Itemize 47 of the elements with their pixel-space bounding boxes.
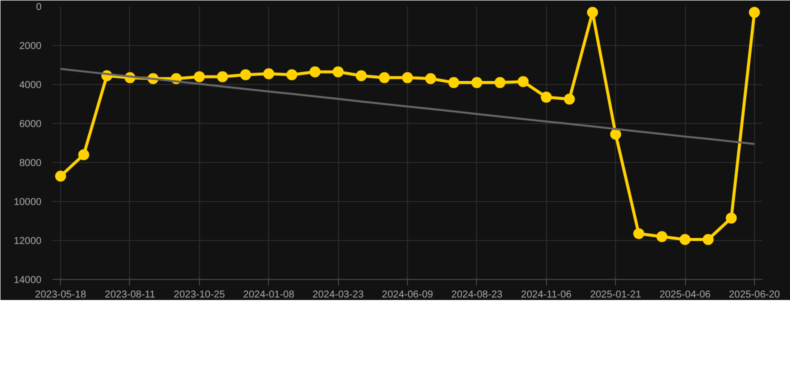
point	[564, 94, 575, 105]
y-tick-label: 2000	[19, 41, 42, 52]
y-tick-label: 4000	[19, 80, 42, 91]
x-tick-label: 2023-10-25	[174, 290, 226, 300]
x-tick-label: 2024-06-09	[382, 290, 434, 300]
point	[332, 66, 344, 78]
y-tick-label: 12000	[14, 236, 42, 247]
x-tick-label: 2024-03-23	[312, 290, 364, 300]
point	[656, 231, 668, 242]
point	[748, 6, 760, 18]
point	[471, 77, 482, 88]
line-series	[60, 68, 756, 145]
point	[702, 234, 714, 246]
x-tick-label: 2024-11-06	[521, 290, 572, 300]
point	[540, 92, 552, 103]
point	[518, 76, 529, 88]
x-tick-label: 2025-06-20	[728, 290, 780, 300]
y-tick-label: 10000	[14, 197, 42, 208]
point	[448, 77, 460, 88]
x-tick-label: 2024-08-23	[451, 290, 503, 300]
x-tick-label: 2025-01-21	[590, 290, 642, 300]
point	[378, 72, 390, 84]
y-tick-label: 14000	[14, 275, 42, 286]
point	[494, 77, 506, 88]
y-tick-label: 0	[36, 2, 42, 13]
y-tick-label: 8000	[19, 158, 42, 169]
point	[402, 72, 413, 84]
x-tick-label: 2024-01-08	[243, 290, 295, 300]
y-tick-label: 6000	[19, 119, 42, 130]
point	[240, 69, 252, 80]
point	[78, 149, 90, 160]
point	[356, 70, 367, 82]
point	[194, 71, 205, 82]
point	[263, 68, 274, 80]
x-tick-label: 2023-08-11	[104, 290, 156, 300]
point	[55, 170, 66, 182]
x-tick-label: 2025-04-06	[659, 290, 712, 300]
point	[425, 73, 436, 84]
point	[286, 69, 298, 80]
point	[633, 228, 644, 240]
point	[726, 212, 737, 224]
point	[587, 6, 598, 18]
point	[610, 128, 622, 140]
x-tick-label: 2023-05-18	[35, 290, 87, 300]
point	[309, 66, 320, 78]
point	[680, 234, 691, 246]
point	[216, 71, 228, 82]
